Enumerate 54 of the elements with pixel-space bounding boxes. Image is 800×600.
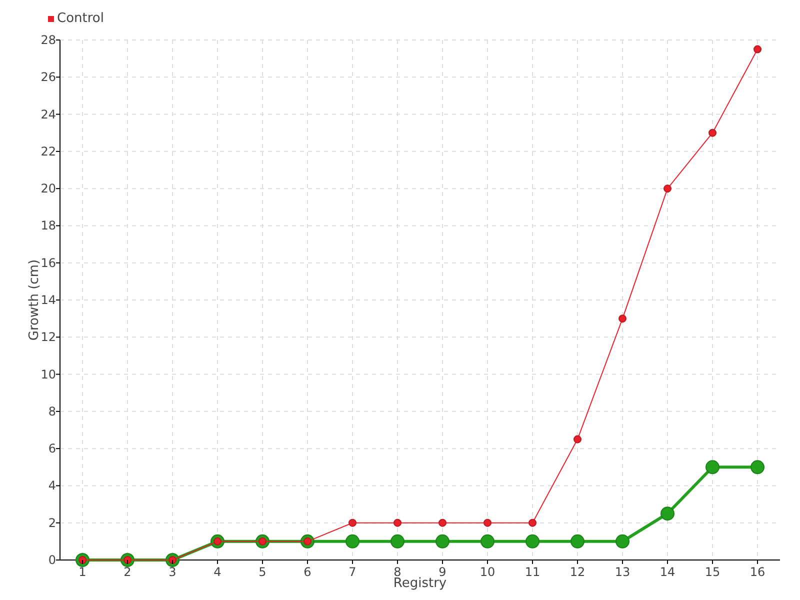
y-tick-label: 20 <box>40 182 56 196</box>
point <box>484 518 492 527</box>
y-tick-label: 22 <box>40 144 56 158</box>
point <box>664 184 672 193</box>
x-tick-label: 14 <box>660 565 676 579</box>
point <box>708 128 716 137</box>
x-tick-label: 13 <box>614 565 630 579</box>
y-axis-title: Growth (cm) <box>27 259 42 341</box>
point <box>618 314 626 323</box>
x-tick-label: 12 <box>570 565 586 579</box>
point <box>660 506 674 521</box>
point <box>346 534 360 548</box>
y-tick-label: 28 <box>40 33 56 47</box>
x-tick-label: 15 <box>704 565 720 579</box>
legend-label: Control <box>57 11 104 26</box>
y-tick-label: 16 <box>40 256 56 270</box>
y-tick-label: 6 <box>48 442 56 456</box>
y-tick-label: 24 <box>40 107 56 122</box>
y-tick-label: 2 <box>48 516 56 530</box>
x-tick-label: 8 <box>394 565 402 579</box>
point <box>616 534 630 548</box>
point <box>706 460 720 474</box>
point <box>348 518 356 527</box>
point <box>574 435 582 444</box>
y-tick-label: 10 <box>40 367 56 382</box>
y-tick-label: 26 <box>40 70 56 84</box>
x-tick-label: 11 <box>524 565 540 579</box>
point <box>528 518 536 527</box>
y-tick-label: 4 <box>48 478 56 493</box>
x-tick-label: 9 <box>438 565 446 579</box>
point <box>438 518 446 527</box>
x-tick-label: 10 <box>480 565 496 579</box>
x-tick-label: 5 <box>258 565 266 579</box>
x-tick-label: 4 <box>214 565 222 579</box>
y-tick-label: 14 <box>40 293 56 307</box>
point <box>570 534 584 548</box>
point <box>750 460 764 474</box>
x-tick-label: 7 <box>348 565 356 579</box>
point <box>390 534 404 548</box>
point <box>754 45 762 54</box>
x-axis-title: Registry <box>393 576 447 591</box>
point <box>436 534 450 548</box>
point <box>480 534 494 548</box>
y-tick-label: 0 <box>48 553 56 567</box>
x-tick-label: 3 <box>168 565 176 579</box>
x-tick-label: 6 <box>304 565 312 579</box>
y-tick-label: 12 <box>40 330 56 344</box>
x-tick-label: 2 <box>124 565 132 579</box>
point <box>526 534 540 548</box>
x-tick-label: 1 <box>78 565 86 579</box>
y-tick-label: 18 <box>40 218 56 233</box>
x-tick-label: 16 <box>750 565 766 579</box>
y-tick-label: 8 <box>48 404 56 418</box>
point <box>394 518 402 527</box>
